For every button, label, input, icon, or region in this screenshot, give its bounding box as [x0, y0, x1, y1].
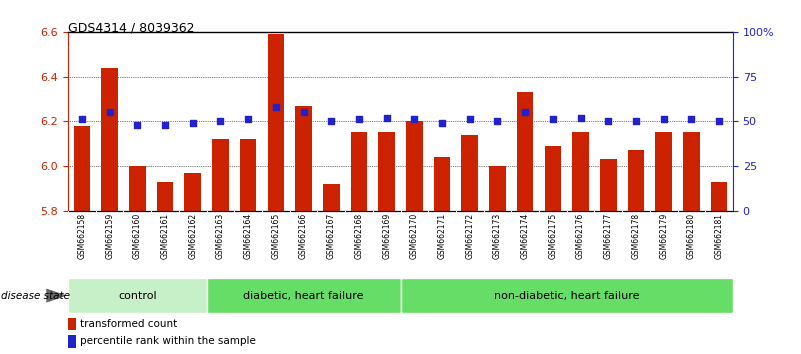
- Bar: [572, 132, 589, 211]
- Bar: [207, 278, 400, 313]
- Bar: [323, 184, 340, 211]
- Point: [546, 116, 559, 122]
- Text: GSM662167: GSM662167: [327, 213, 336, 259]
- Text: GSM662177: GSM662177: [604, 213, 613, 259]
- Point: [630, 119, 642, 124]
- Text: GDS4314 / 8039362: GDS4314 / 8039362: [68, 21, 195, 34]
- Bar: [68, 335, 76, 348]
- Bar: [129, 166, 146, 211]
- Point: [187, 120, 199, 126]
- Text: GSM662162: GSM662162: [188, 213, 197, 259]
- Text: GSM662168: GSM662168: [355, 213, 364, 259]
- Point: [574, 115, 587, 120]
- Bar: [212, 139, 229, 211]
- Bar: [517, 92, 533, 211]
- Bar: [600, 159, 617, 211]
- Bar: [628, 150, 644, 211]
- Text: GSM662159: GSM662159: [105, 213, 114, 259]
- Text: GSM662180: GSM662180: [687, 213, 696, 259]
- Text: GSM662178: GSM662178: [631, 213, 641, 259]
- Text: non-diabetic, heart failure: non-diabetic, heart failure: [494, 291, 639, 301]
- Point: [713, 119, 726, 124]
- Bar: [400, 278, 733, 313]
- Text: control: control: [118, 291, 157, 301]
- Text: transformed count: transformed count: [80, 319, 177, 329]
- Point: [685, 116, 698, 122]
- Bar: [545, 146, 562, 211]
- Point: [242, 116, 255, 122]
- Bar: [68, 318, 76, 330]
- Text: GSM662171: GSM662171: [437, 213, 446, 259]
- Text: GSM662163: GSM662163: [216, 213, 225, 259]
- Text: GSM662161: GSM662161: [160, 213, 170, 259]
- Point: [131, 122, 143, 128]
- Bar: [184, 173, 201, 211]
- Text: GSM662169: GSM662169: [382, 213, 391, 259]
- Text: GSM662172: GSM662172: [465, 213, 474, 259]
- Text: GSM662176: GSM662176: [576, 213, 585, 259]
- Text: GSM662170: GSM662170: [410, 213, 419, 259]
- Point: [297, 109, 310, 115]
- Point: [408, 116, 421, 122]
- Text: GSM662179: GSM662179: [659, 213, 668, 259]
- Point: [269, 104, 282, 110]
- Bar: [268, 34, 284, 211]
- Text: GSM662165: GSM662165: [272, 213, 280, 259]
- Bar: [489, 166, 505, 211]
- Bar: [157, 182, 173, 211]
- Text: diabetic, heart failure: diabetic, heart failure: [244, 291, 364, 301]
- Bar: [68, 278, 207, 313]
- Bar: [74, 126, 91, 211]
- Text: GSM662174: GSM662174: [521, 213, 529, 259]
- Text: disease state: disease state: [1, 291, 70, 301]
- Point: [352, 116, 365, 122]
- Bar: [378, 132, 395, 211]
- Text: GSM662181: GSM662181: [714, 213, 723, 259]
- Bar: [296, 105, 312, 211]
- Point: [519, 109, 532, 115]
- Point: [214, 119, 227, 124]
- Bar: [655, 132, 672, 211]
- Bar: [101, 68, 118, 211]
- Point: [103, 109, 116, 115]
- Text: GSM662175: GSM662175: [549, 213, 557, 259]
- Point: [658, 116, 670, 122]
- Point: [325, 119, 338, 124]
- Bar: [710, 182, 727, 211]
- Point: [491, 119, 504, 124]
- Text: GSM662173: GSM662173: [493, 213, 502, 259]
- Text: GSM662164: GSM662164: [244, 213, 252, 259]
- Point: [602, 119, 614, 124]
- Text: GSM662158: GSM662158: [78, 213, 87, 259]
- Point: [75, 116, 88, 122]
- Bar: [683, 132, 700, 211]
- Point: [436, 120, 449, 126]
- Point: [380, 115, 393, 120]
- Text: percentile rank within the sample: percentile rank within the sample: [80, 336, 256, 347]
- Text: GSM662166: GSM662166: [299, 213, 308, 259]
- Bar: [239, 139, 256, 211]
- Point: [463, 116, 476, 122]
- Bar: [461, 135, 478, 211]
- Point: [159, 122, 171, 128]
- Bar: [406, 121, 423, 211]
- Polygon shape: [46, 289, 66, 303]
- Bar: [434, 157, 450, 211]
- Bar: [351, 132, 367, 211]
- Text: GSM662160: GSM662160: [133, 213, 142, 259]
